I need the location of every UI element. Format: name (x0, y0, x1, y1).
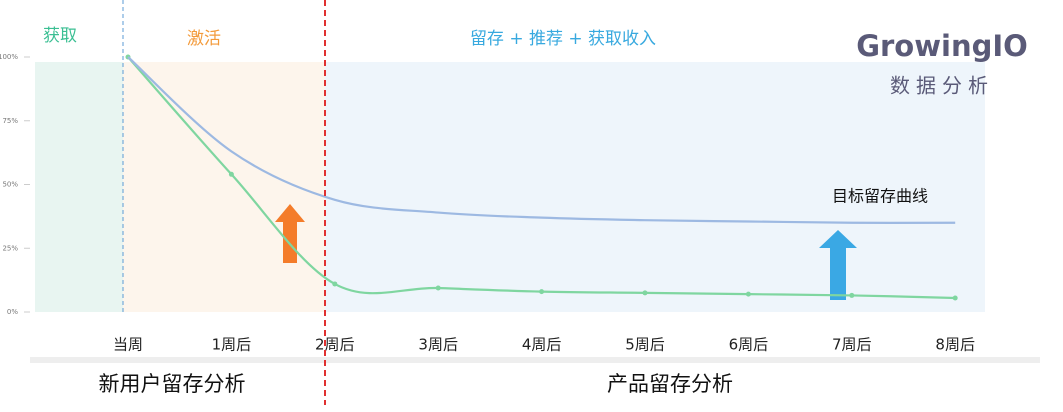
x-tick-label: 2周后 (315, 336, 355, 354)
region-label: 获取 (43, 26, 77, 46)
y-tick-label: 75% (2, 117, 18, 125)
y-tick-label: 50% (2, 181, 18, 189)
y-tick-label: 0% (7, 308, 18, 316)
x-tick-label: 7周后 (832, 336, 872, 354)
point (642, 290, 648, 296)
logo-name: GrowingIO (856, 29, 1028, 63)
region-label: 激活 (187, 29, 221, 49)
series-label: 目标留存曲线 (832, 187, 928, 206)
point (435, 285, 441, 291)
logo-tagline: 数据分析 (890, 74, 994, 98)
x-tick-label: 8周后 (935, 336, 975, 354)
section-label: 新用户留存分析 (99, 372, 246, 396)
series-line (127, 56, 956, 224)
x-tick-label: 1周后 (212, 336, 252, 354)
point (745, 291, 751, 297)
point (952, 295, 958, 301)
x-tick-label: 5周后 (625, 336, 665, 354)
point (539, 289, 545, 295)
point (332, 281, 338, 287)
point (228, 171, 234, 177)
x-tick-label: 3周后 (418, 336, 458, 354)
y-tick-label: 25% (2, 244, 18, 252)
x-tick-label: 4周后 (522, 336, 562, 354)
y-tick-label: 100% (0, 53, 18, 61)
series-line (127, 56, 956, 300)
x-tick-label: 6周后 (729, 336, 769, 354)
region-acquire (35, 62, 123, 312)
up-arrow (275, 204, 305, 263)
region-label: 留存 + 推荐 + 获取收入 (470, 29, 656, 49)
region-retain (325, 62, 985, 312)
x-tick-label: 当周 (113, 336, 143, 354)
region-activate (123, 62, 325, 312)
up-arrow (819, 230, 857, 300)
point (849, 292, 855, 298)
section-label: 产品留存分析 (607, 372, 733, 396)
